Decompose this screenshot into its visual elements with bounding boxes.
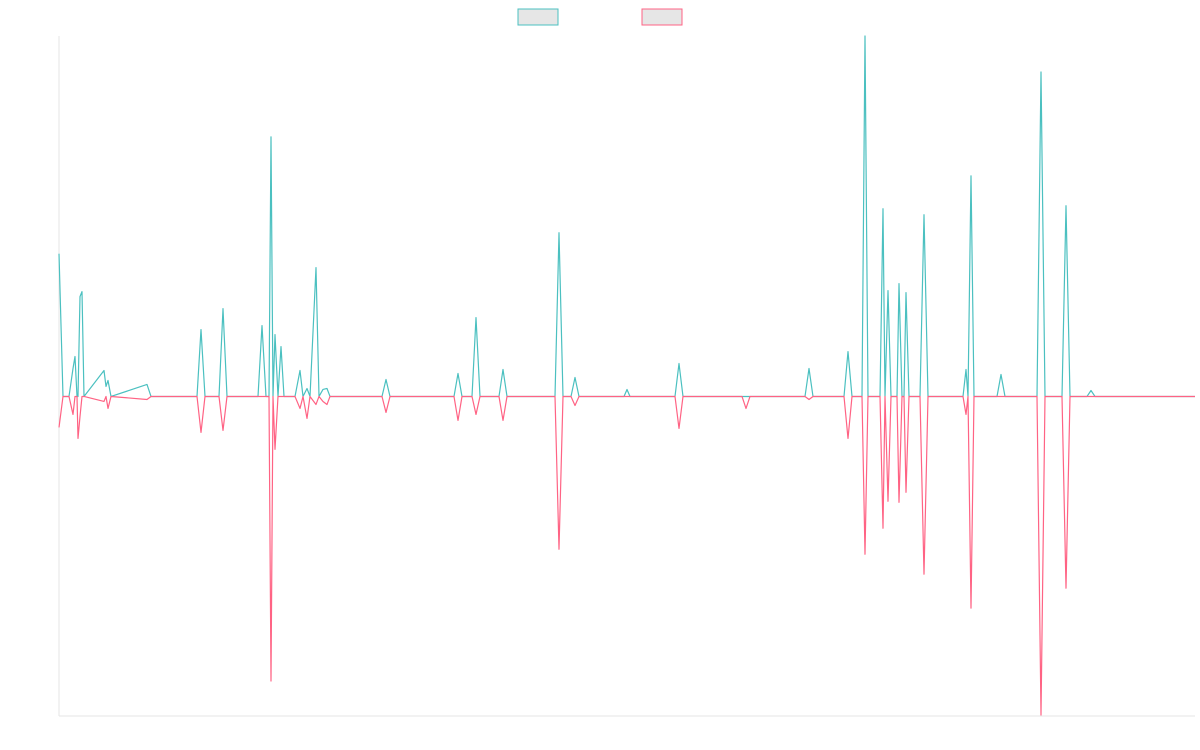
- legend-swatch: [517, 8, 559, 26]
- series-line: [58, 35, 1195, 398]
- series-line: [58, 395, 1195, 716]
- legend-swatch: [641, 8, 683, 26]
